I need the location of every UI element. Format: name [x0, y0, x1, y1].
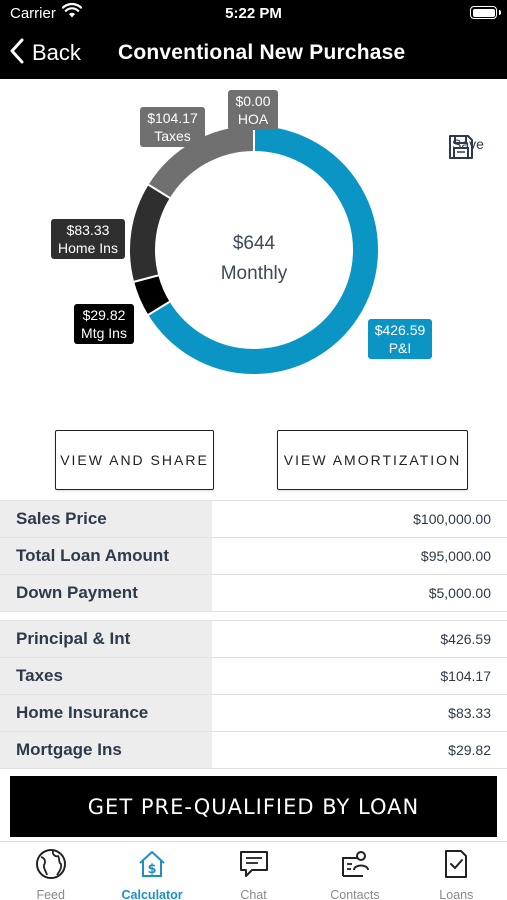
row-label: Sales Price: [0, 501, 212, 537]
row-label: Total Loan Amount: [0, 538, 212, 574]
payment-breakdown-table: Principal & Int $426.59 Taxes $104.17 Ho…: [0, 620, 507, 769]
tab-label: Contacts: [330, 888, 380, 900]
view-amortization-button[interactable]: VIEW AMORTIZATION: [277, 430, 468, 490]
contacts-icon: [339, 848, 371, 885]
save-button[interactable]: Save: [448, 134, 488, 159]
battery-icon: [470, 6, 501, 19]
back-label: Back: [32, 40, 81, 65]
tab-chat[interactable]: Chat: [203, 842, 304, 900]
wifi-icon: [61, 2, 83, 24]
tab-label: Chat: [240, 888, 267, 900]
chevron-left-icon: [10, 38, 24, 69]
loan-summary-table: Sales Price $100,000.00 Total Loan Amoun…: [0, 500, 507, 612]
row-value: $5,000.00: [428, 585, 491, 601]
view-and-share-button[interactable]: VIEW AND SHARE: [55, 430, 214, 490]
home-ins-amount: $83.33: [66, 222, 110, 238]
slice-label-taxes: $104.17 Taxes: [140, 107, 205, 147]
home-ins-name: Home Ins: [58, 240, 118, 256]
payment-donut-chart: $644 Monthly $0.00 HOA $104.17 Taxes $83…: [0, 79, 507, 424]
row-label: Principal & Int: [0, 621, 212, 657]
tab-feed[interactable]: Feed: [0, 842, 101, 900]
slice-label-home-ins: $83.33 Home Ins: [51, 219, 125, 259]
nav-bar: Back Conventional New Purchase: [0, 28, 507, 79]
mtg-ins-amount: $29.82: [82, 307, 126, 323]
back-button[interactable]: Back: [10, 36, 81, 70]
status-bar: Carrier 5:22 PM: [0, 0, 507, 28]
calculator-house-icon: $: [136, 848, 168, 885]
row-label: Home Insurance: [0, 695, 212, 731]
tab-label: Feed: [36, 888, 65, 900]
tab-calculator[interactable]: $ Calculator: [101, 842, 202, 900]
slice-label-pi: $426.59 P&I: [368, 319, 432, 359]
row-value: $95,000.00: [420, 548, 491, 564]
row-value: $83.33: [448, 705, 491, 721]
tab-label: Calculator: [121, 888, 183, 900]
pi-amount: $426.59: [374, 322, 426, 338]
slice-label-hoa: $0.00 HOA: [228, 90, 278, 130]
row-value: $104.17: [440, 668, 491, 684]
row-label: Mortgage Ins: [0, 732, 212, 768]
table-row: Sales Price $100,000.00: [0, 501, 507, 538]
get-pre-qualified-button[interactable]: GET PRE-QUALIFIED BY LOAN: [10, 776, 497, 837]
table-row: Total Loan Amount $95,000.00: [0, 538, 507, 575]
globe-icon: [35, 848, 67, 885]
loans-document-icon: [440, 848, 472, 885]
status-time: 5:22 PM: [225, 5, 282, 22]
tab-loans[interactable]: Loans: [406, 842, 507, 900]
table-row: Mortgage Ins $29.82: [0, 732, 507, 769]
table-row: Taxes $104.17: [0, 658, 507, 695]
monthly-label: Monthly: [220, 263, 288, 284]
donut-slice-taxes: [146, 123, 255, 200]
page-title: Conventional New Purchase: [118, 41, 406, 64]
hoa-amount: $0.00: [235, 93, 271, 109]
row-label: Taxes: [0, 658, 212, 694]
monthly-total: $644: [232, 233, 276, 254]
row-value: $29.82: [448, 742, 491, 758]
tab-bar: Feed $ Calculator Chat: [0, 841, 507, 900]
carrier-label: Carrier: [10, 5, 56, 22]
row-value: $100,000.00: [413, 511, 491, 527]
pi-name: P&I: [388, 340, 412, 356]
tab-label: Loans: [439, 888, 474, 900]
hoa-name: HOA: [237, 111, 269, 127]
donut-svg: [128, 123, 380, 376]
donut-slice-home-ins: [128, 182, 173, 284]
table-row: Principal & Int $426.59: [0, 621, 507, 658]
mtg-ins-name: Mtg Ins: [81, 325, 127, 341]
row-label: Down Payment: [0, 575, 212, 611]
taxes-name: Taxes: [154, 128, 191, 144]
svg-text:$: $: [148, 862, 157, 877]
slice-label-mtg-ins: $29.82 Mtg Ins: [74, 304, 134, 344]
chat-icon: [238, 848, 270, 885]
taxes-amount: $104.17: [147, 110, 198, 126]
tab-contacts[interactable]: Contacts: [304, 842, 405, 900]
table-row: Home Insurance $83.33: [0, 695, 507, 732]
table-row: Down Payment $5,000.00: [0, 575, 507, 612]
donut-slice-p-i: [146, 123, 380, 376]
row-value: $426.59: [440, 631, 491, 647]
